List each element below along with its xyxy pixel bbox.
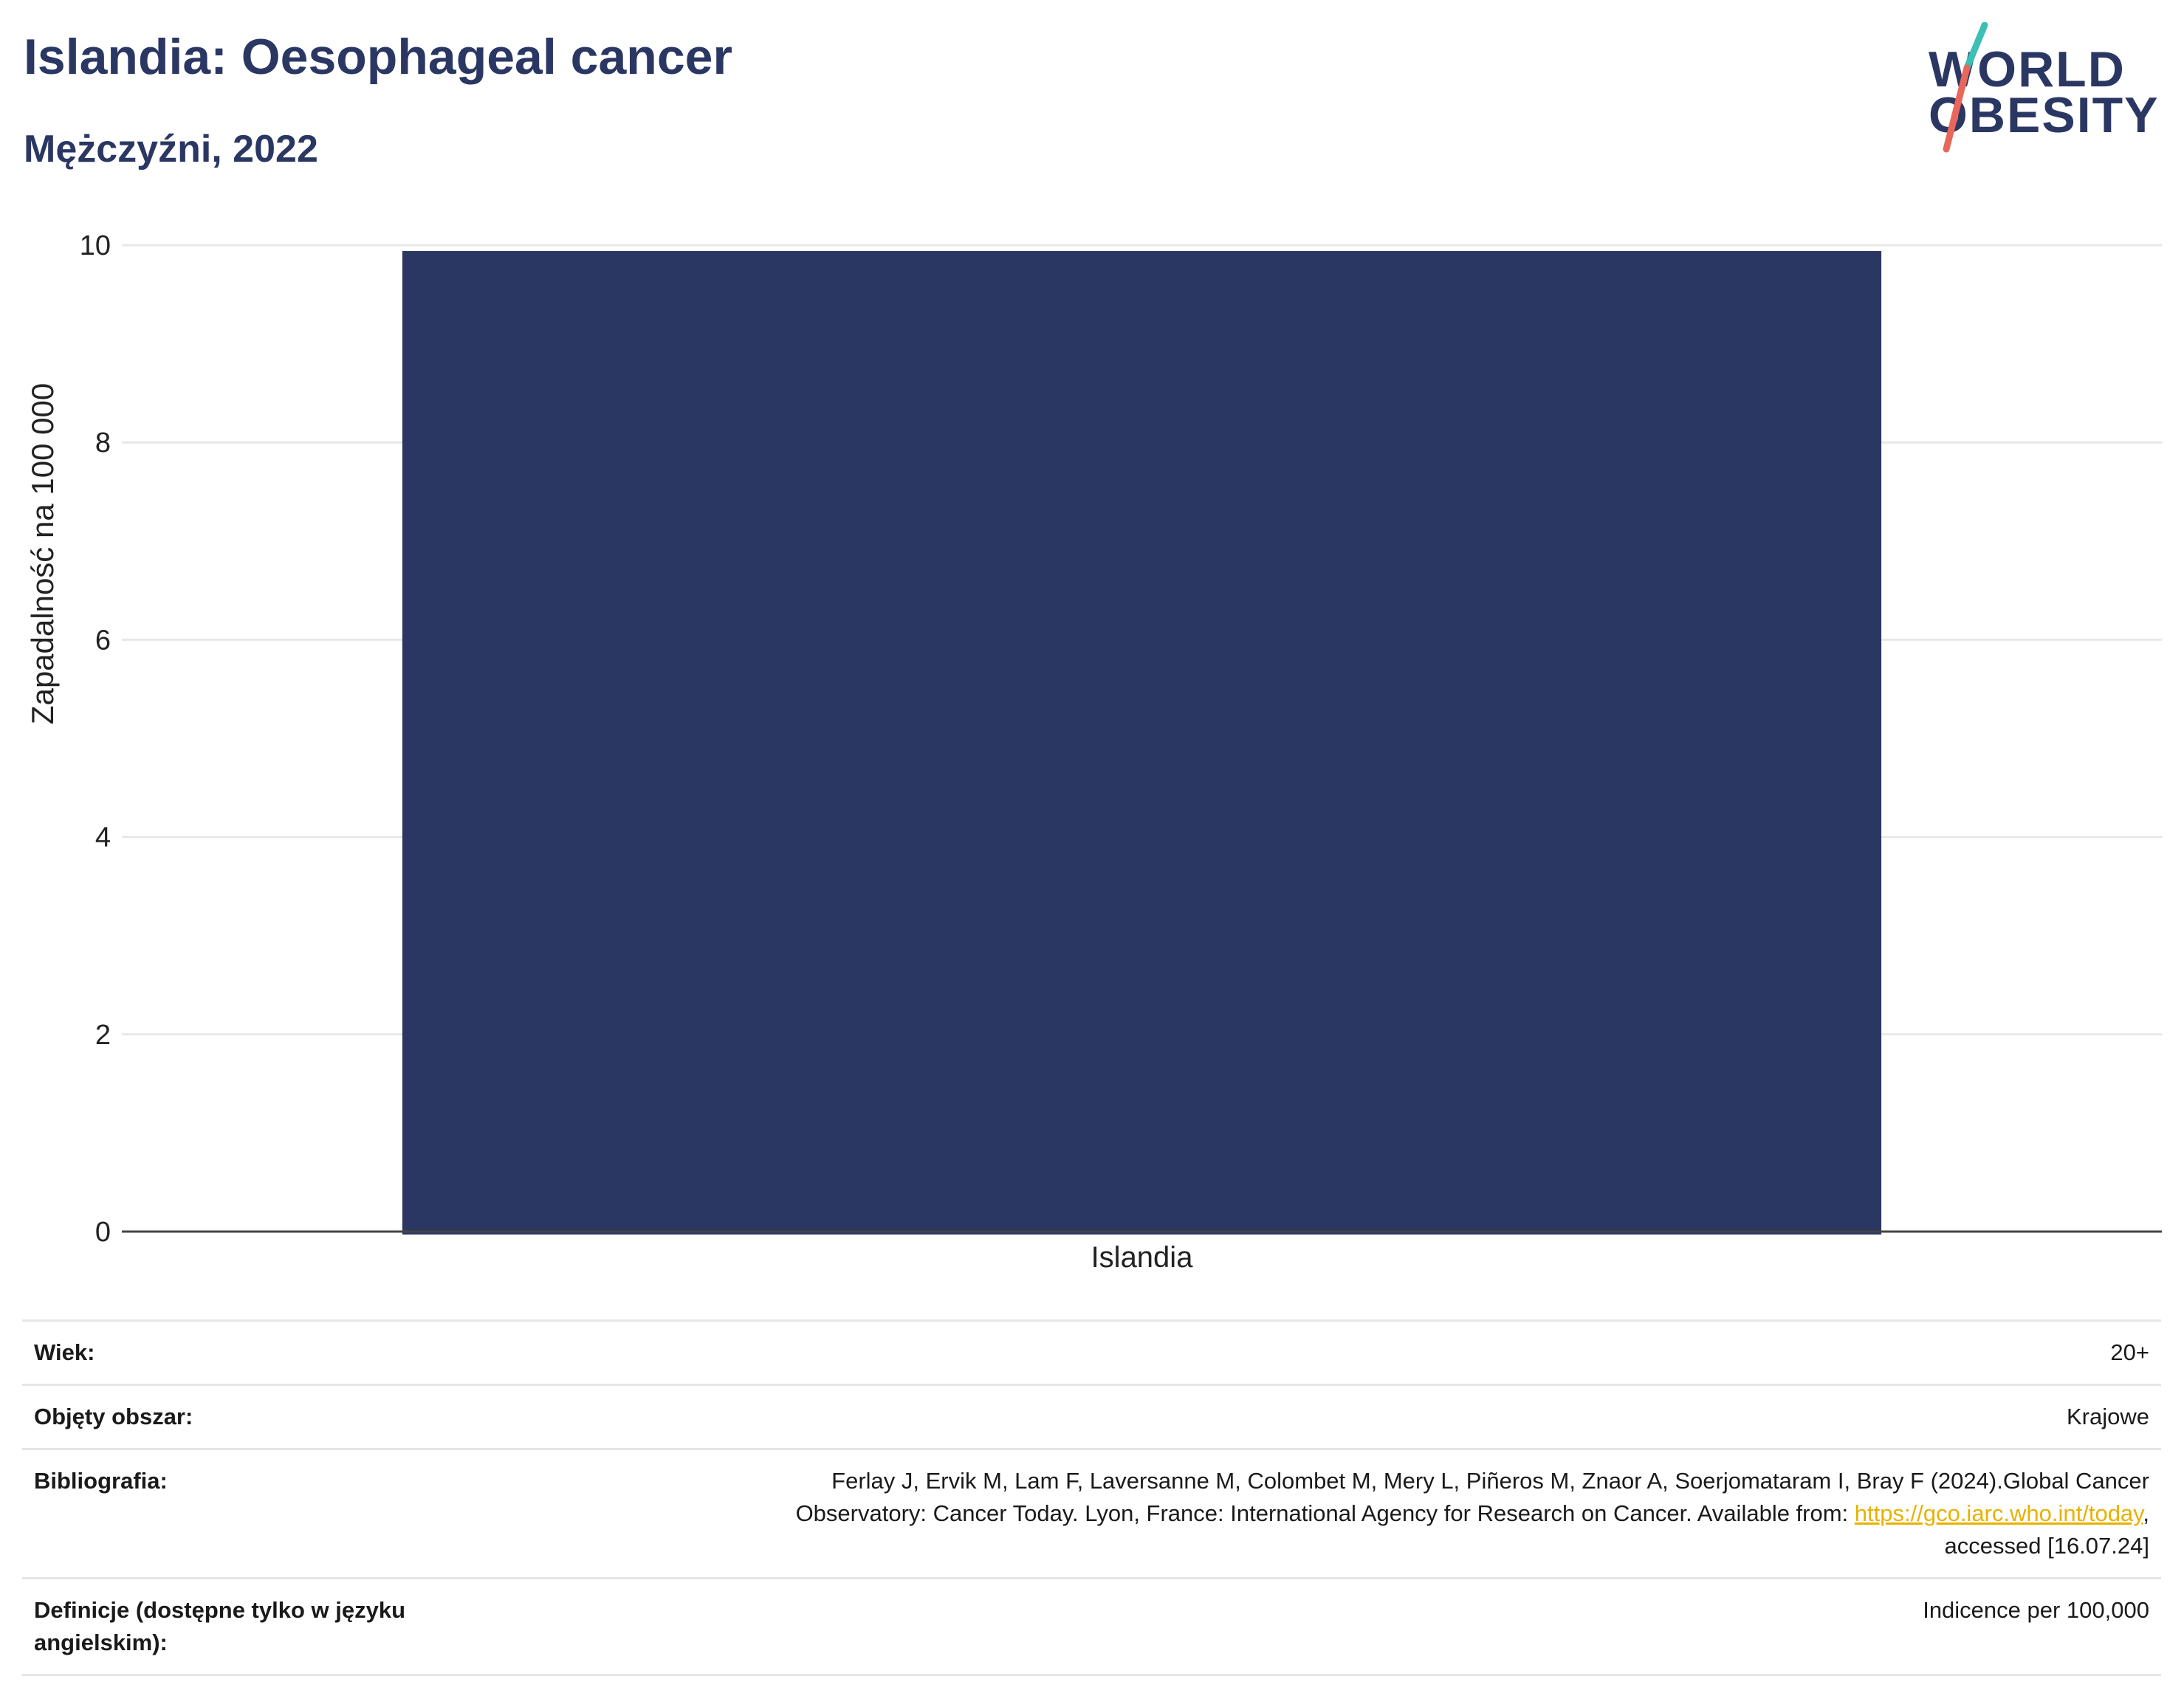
y-tick-label-8: 8 [95, 428, 111, 459]
meta-area-label: Objęty obszar: [34, 1404, 193, 1430]
page-title: Islandia: Oesophageal cancer [24, 29, 732, 85]
y-tick-label-10: 10 [80, 230, 111, 261]
metadata-table: Wiek: 20+ Objęty obszar: Krajowe Bibliog… [22, 1319, 2161, 1676]
meta-area-value: Krajowe [2067, 1404, 2149, 1430]
page-subtitle: Mężczyźni, 2022 [24, 128, 318, 171]
chart-bars [402, 251, 1882, 1235]
logo-word-obesity: OBESITY [1929, 87, 2160, 143]
x-axis-labels: Islandia [1091, 1241, 1194, 1274]
meta-row-age: Wiek: 20+ [22, 1320, 2161, 1385]
y-axis-title: Zapadalność na 100 000 [25, 383, 60, 724]
bib-line-2: Observatory: Cancer Today. Lyon, France:… [795, 1500, 1855, 1527]
meta-row-definitions: Definicje (dostępne tylko w języku angie… [22, 1578, 2161, 1675]
world-obesity-logo: WORLD OBESITY [1920, 22, 2163, 155]
meta-bib-label: Bibliografia: [34, 1468, 168, 1494]
logo-slash-icon [1943, 22, 1988, 153]
meta-row-area: Objęty obszar: Krajowe [22, 1384, 2161, 1449]
meta-bib-value: Ferlay J, Ervik M, Lam F, Laversanne M, … [481, 1449, 2161, 1579]
meta-row-bibliography: Bibliografia: Ferlay J, Ervik M, Lam F, … [22, 1449, 2161, 1579]
y-tick-label-2: 2 [95, 1020, 111, 1051]
y-tick-label-0: 0 [95, 1217, 111, 1248]
meta-def-value: Indicence per 100,000 [1923, 1597, 2149, 1624]
bib-line-1: Ferlay J, Ervik M, Lam F, Laversanne M, … [831, 1468, 2149, 1494]
x-tick-label-islandia: Islandia [1091, 1241, 1194, 1274]
bib-line-3: accessed [16.07.24] [1944, 1533, 2149, 1559]
bib-source-link[interactable]: https://gco.iarc.who.int/today [1854, 1500, 2143, 1527]
y-tick-label-6: 6 [95, 625, 111, 656]
y-axis-ticks: 0 2 4 6 8 10 [80, 230, 111, 1248]
bib-line-2-comma: , [2143, 1500, 2149, 1527]
meta-def-label: Definicje (dostępne tylko w języku angie… [34, 1597, 406, 1656]
bar-islandia [402, 251, 1882, 1235]
meta-age-value: 20+ [2110, 1339, 2149, 1365]
y-tick-label-4: 4 [95, 823, 111, 854]
meta-age-label: Wiek: [34, 1339, 95, 1365]
bar-chart: 0 2 4 6 8 10 Islandia Zapadalność na 100 000 [25, 230, 2162, 1274]
